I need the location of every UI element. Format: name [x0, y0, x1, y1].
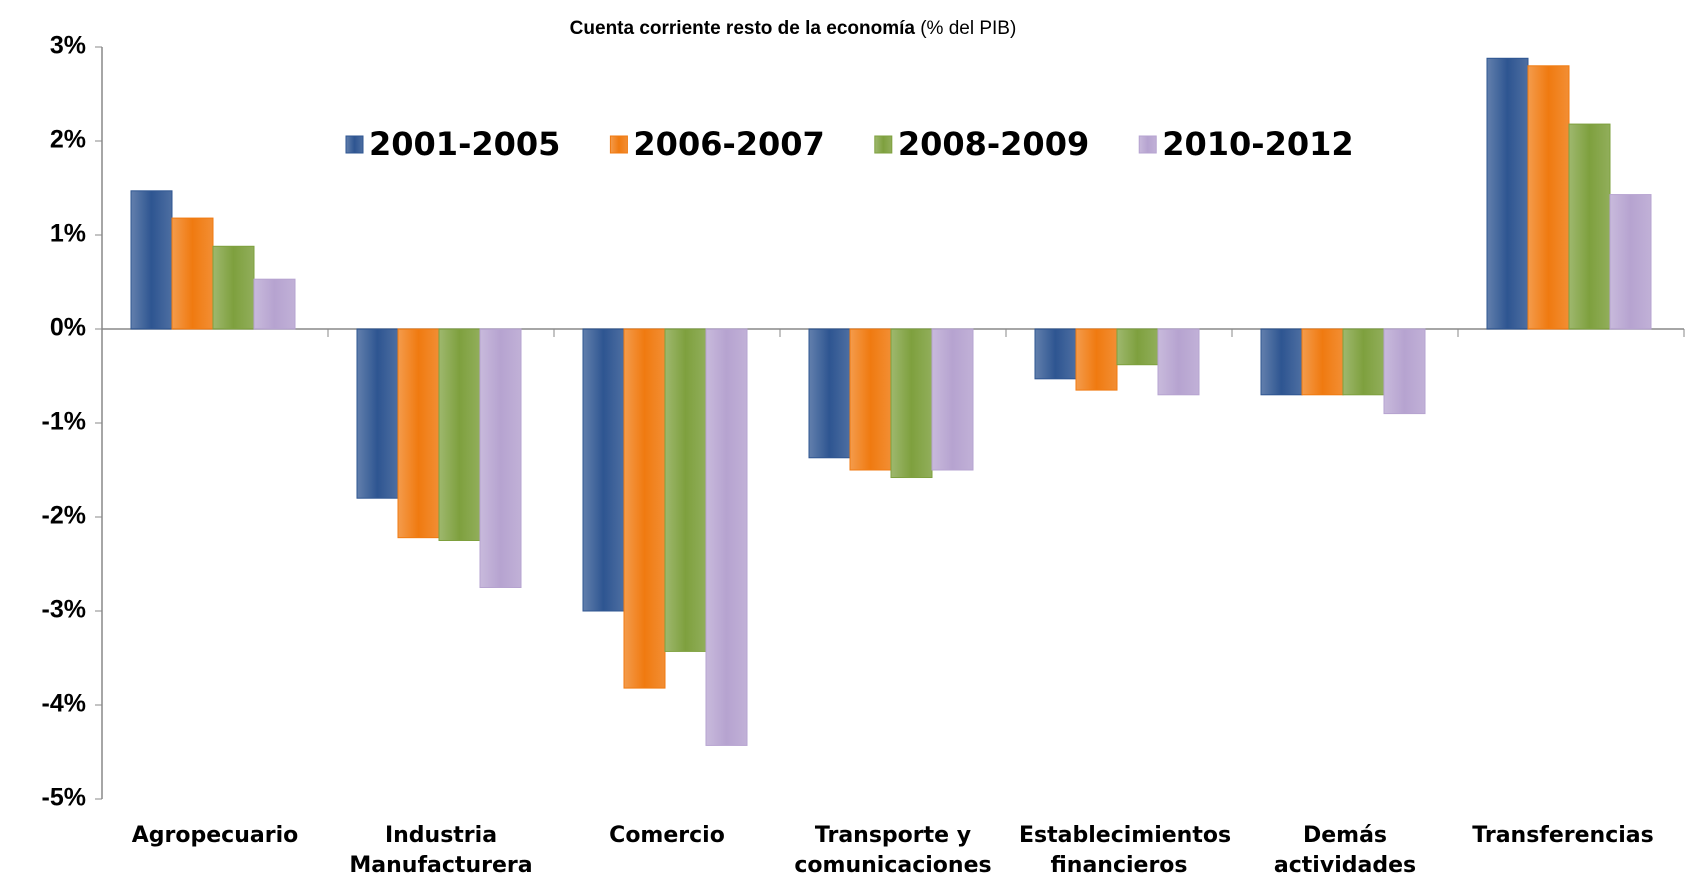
bar [1383, 328, 1426, 415]
y-tick-label: -3% [42, 596, 86, 624]
x-tick-label: Establecimientos financieros [1019, 823, 1232, 878]
x-tick-label: Comercio [609, 823, 725, 848]
y-tick-label: -4% [42, 690, 86, 718]
bar [808, 328, 851, 459]
bar [130, 190, 173, 330]
bar [1034, 328, 1077, 380]
bar [1609, 194, 1652, 330]
x-tick-label: Transferencias [1472, 823, 1654, 848]
legend-label: 2006-2007 [633, 125, 824, 163]
bar [931, 328, 974, 471]
bar [1260, 328, 1303, 396]
y-tick-label: -5% [42, 784, 86, 812]
bar [1116, 328, 1159, 366]
bar [664, 328, 707, 652]
bar [849, 328, 892, 471]
y-tick-label: -2% [42, 502, 86, 530]
bar [356, 328, 399, 499]
legend-swatch [345, 135, 364, 154]
x-tick-label: Transporte y comunicaciones [794, 823, 992, 878]
bar [171, 217, 214, 330]
legend-label: 2008-2009 [898, 125, 1089, 163]
y-tick-label: 3% [50, 32, 86, 60]
bar [1342, 328, 1385, 396]
y-tick-label: 1% [50, 220, 86, 248]
bar [1157, 328, 1200, 396]
bar [438, 328, 481, 541]
bar [1075, 328, 1118, 391]
legend-swatch [1138, 135, 1157, 154]
chart-title: Cuenta corriente resto de la economía [570, 18, 916, 39]
chart-subtitle: (% del PIB) [920, 18, 1016, 39]
legend-swatch [609, 135, 628, 154]
bar [1527, 65, 1570, 330]
bar [1568, 123, 1611, 330]
legend-swatch [874, 135, 893, 154]
bar [253, 278, 296, 330]
bar [582, 328, 625, 612]
bar [890, 328, 933, 479]
chart-title-group: Cuenta corriente resto de la economía (%… [570, 18, 1017, 39]
y-tick-label: 2% [50, 126, 86, 154]
bar [705, 328, 748, 746]
legend-label: 2010-2012 [1162, 125, 1353, 163]
bar [212, 245, 255, 330]
legend-label: 2001-2005 [369, 125, 560, 163]
x-tick-label: Agropecuario [131, 823, 299, 848]
bar [623, 328, 666, 689]
bar [1486, 57, 1529, 330]
bar [397, 328, 440, 539]
y-tick-label: -1% [42, 408, 86, 436]
bar [479, 328, 522, 588]
bar [1301, 328, 1344, 396]
y-tick-label: 0% [50, 314, 86, 342]
x-tick-label: Industria Manufacturera [349, 823, 533, 878]
x-tick-label: Demás actividades [1273, 823, 1417, 878]
